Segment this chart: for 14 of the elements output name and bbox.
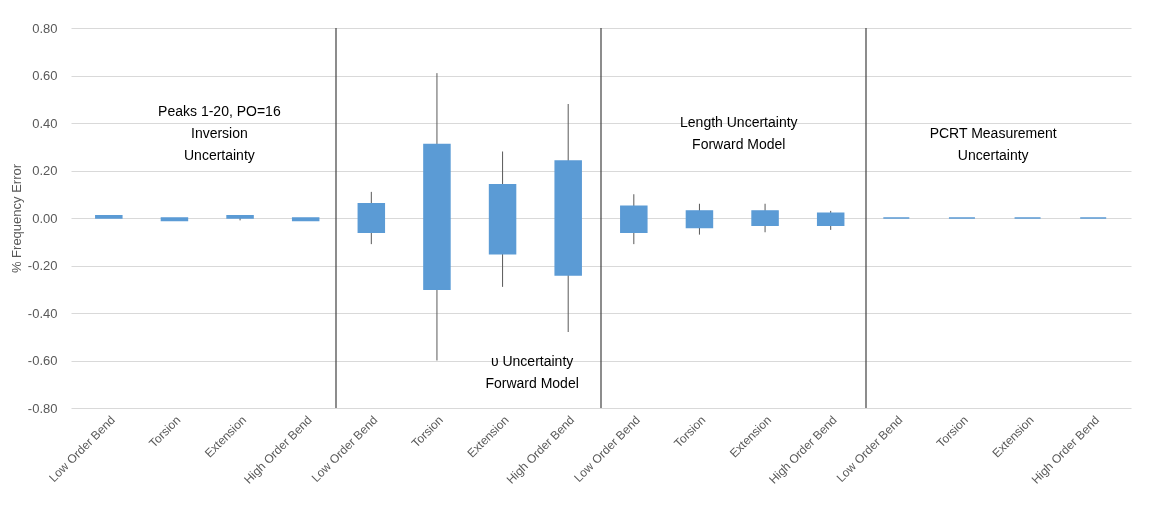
y-tick-label: 0.60	[32, 68, 58, 83]
y-axis-title: % Frequency Error	[8, 163, 24, 274]
y-tick-label: 0.20	[32, 163, 58, 178]
y-tick-label: -0.80	[27, 400, 58, 416]
y-tick-label: -0.20	[27, 258, 58, 273]
y-tick-label: -0.60	[27, 353, 58, 368]
y-tick-label: 0.40	[32, 115, 58, 131]
annotation: Peaks 1-20, PO=16 Inversion Uncertainty	[158, 102, 281, 163]
annotation: PCRT Measurement Uncertainty	[929, 125, 1057, 164]
y-tick-label: -0.40	[27, 305, 58, 321]
y-tick-label: 0.00	[32, 210, 58, 226]
y-tick-label: 0.80	[32, 20, 58, 36]
annotation: Length Uncertainty Forward Model	[680, 114, 798, 152]
annotation: υ Uncertainty Forward Model	[485, 353, 579, 392]
